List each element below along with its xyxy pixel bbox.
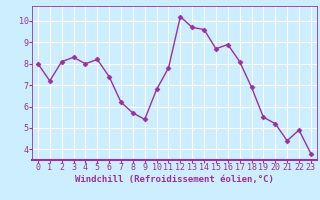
X-axis label: Windchill (Refroidissement éolien,°C): Windchill (Refroidissement éolien,°C) (75, 175, 274, 184)
